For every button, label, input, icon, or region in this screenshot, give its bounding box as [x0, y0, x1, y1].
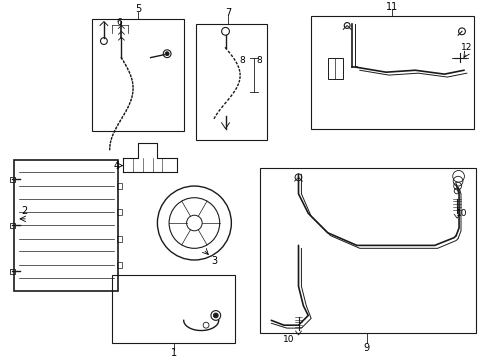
Bar [116, 210, 122, 215]
Text: 7: 7 [225, 8, 231, 18]
Bar [92, 19, 183, 131]
Bar [116, 262, 122, 268]
Text: 6: 6 [116, 18, 122, 27]
Bar [196, 23, 267, 140]
Text: 5: 5 [135, 4, 141, 14]
Text: 2: 2 [21, 206, 27, 216]
Bar [259, 167, 475, 333]
Text: 10: 10 [283, 335, 294, 344]
Text: 4: 4 [113, 161, 120, 171]
Text: 1: 1 [170, 348, 177, 359]
Text: 9: 9 [363, 343, 369, 352]
Bar [14, 160, 118, 291]
Circle shape [213, 313, 218, 318]
Bar [327, 58, 343, 79]
Bar [310, 16, 473, 129]
Text: 10: 10 [455, 209, 467, 218]
Text: 8: 8 [239, 56, 244, 65]
Text: 3: 3 [211, 256, 218, 266]
Bar [116, 183, 122, 189]
Text: 11: 11 [385, 2, 397, 12]
Bar [10, 222, 15, 228]
Circle shape [165, 52, 169, 56]
Bar [10, 176, 15, 183]
Bar [116, 236, 122, 242]
Bar [10, 269, 15, 274]
Text: 8: 8 [256, 56, 262, 65]
Bar [111, 275, 235, 343]
Text: 12: 12 [460, 43, 471, 52]
